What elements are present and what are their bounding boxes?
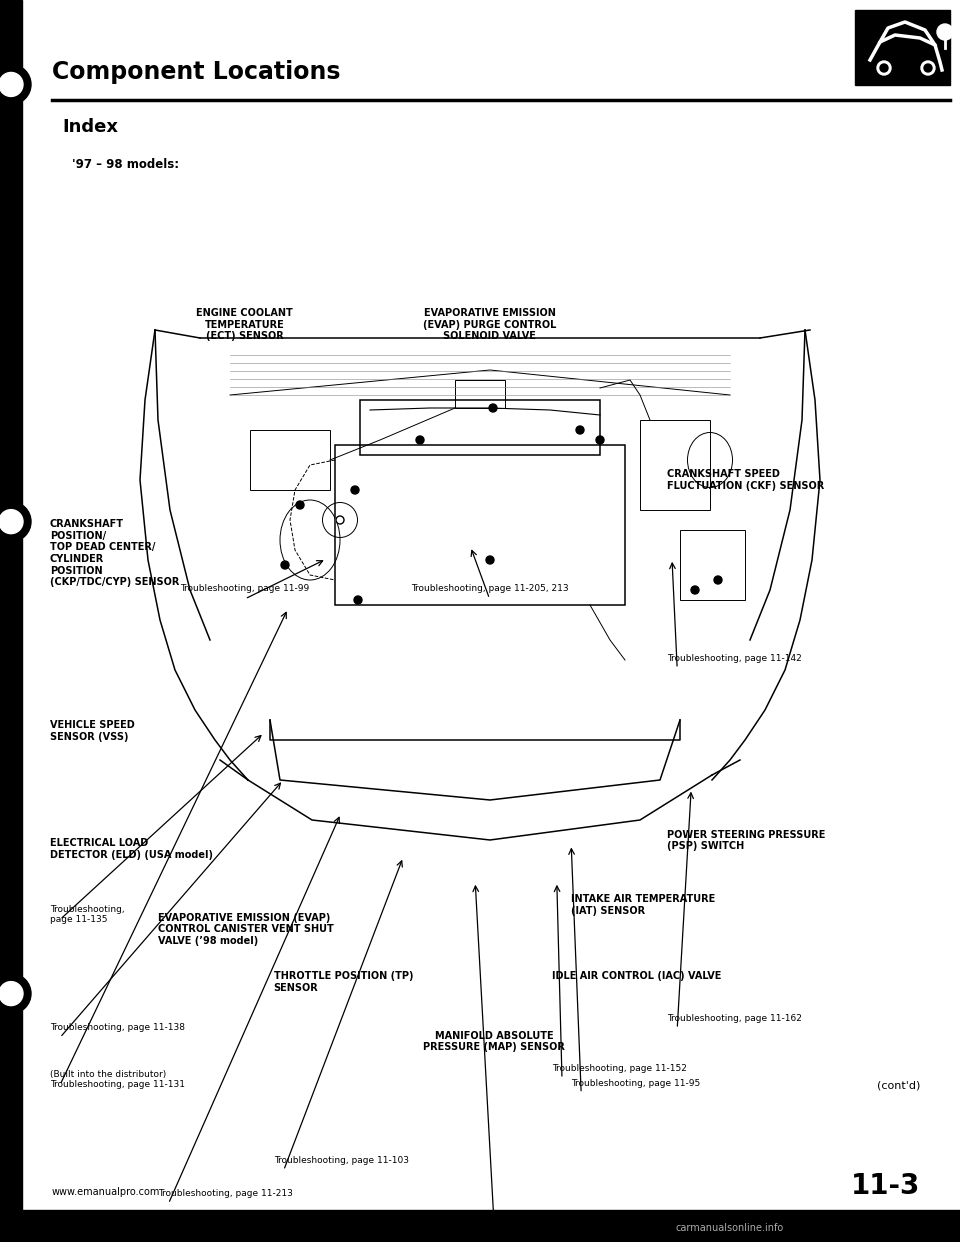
Bar bbox=[360, 400, 600, 455]
Circle shape bbox=[691, 586, 699, 594]
Bar bbox=[640, 420, 710, 510]
Bar bbox=[455, 380, 505, 409]
Bar bbox=[335, 445, 625, 605]
Circle shape bbox=[0, 974, 31, 1013]
Circle shape bbox=[924, 65, 932, 72]
Circle shape bbox=[714, 576, 722, 584]
Circle shape bbox=[489, 404, 497, 412]
Circle shape bbox=[877, 61, 891, 75]
Text: Troubleshooting, page 11-162: Troubleshooting, page 11-162 bbox=[667, 1013, 802, 1023]
Circle shape bbox=[0, 65, 31, 104]
Text: CRANKSHAFT
POSITION/
TOP DEAD CENTER/
CYLINDER
POSITION
(CKP/TDC/CYP) SENSOR: CRANKSHAFT POSITION/ TOP DEAD CENTER/ CY… bbox=[50, 519, 180, 587]
Text: VEHICLE SPEED
SENSOR (VSS): VEHICLE SPEED SENSOR (VSS) bbox=[50, 720, 134, 741]
Text: POWER STEERING PRESSURE
(PSP) SWITCH: POWER STEERING PRESSURE (PSP) SWITCH bbox=[667, 830, 826, 851]
Text: (cont'd): (cont'd) bbox=[876, 1081, 920, 1090]
Text: EVAPORATIVE EMISSION
(EVAP) PURGE CONTROL
SOLENOID VALVE: EVAPORATIVE EMISSION (EVAP) PURGE CONTRO… bbox=[423, 308, 556, 342]
Text: Troubleshooting, page 11-95: Troubleshooting, page 11-95 bbox=[571, 1078, 701, 1088]
Text: Index: Index bbox=[62, 118, 118, 137]
Circle shape bbox=[486, 556, 494, 564]
Circle shape bbox=[880, 65, 888, 72]
Text: Component Locations: Component Locations bbox=[52, 60, 341, 84]
Text: Troubleshooting, page 11-103: Troubleshooting, page 11-103 bbox=[274, 1155, 409, 1165]
Text: Troubleshooting, page 11-99: Troubleshooting, page 11-99 bbox=[180, 584, 309, 592]
Circle shape bbox=[0, 981, 23, 1006]
Text: Troubleshooting, page 11-205, 213: Troubleshooting, page 11-205, 213 bbox=[411, 584, 568, 592]
Text: INTAKE AIR TEMPERATURE
(IAT) SENSOR: INTAKE AIR TEMPERATURE (IAT) SENSOR bbox=[571, 894, 715, 915]
Bar bbox=[0, 0, 22, 1242]
Text: Troubleshooting, page 11-213: Troubleshooting, page 11-213 bbox=[158, 1189, 293, 1197]
Text: Troubleshooting, page 11-152: Troubleshooting, page 11-152 bbox=[552, 1064, 686, 1073]
Circle shape bbox=[296, 501, 304, 509]
Text: carmanualsonline.info: carmanualsonline.info bbox=[676, 1223, 784, 1233]
Circle shape bbox=[0, 509, 23, 534]
Circle shape bbox=[354, 596, 362, 604]
Circle shape bbox=[937, 24, 953, 40]
Circle shape bbox=[336, 515, 344, 524]
Bar bbox=[855, 10, 950, 84]
Text: ELECTRICAL LOAD
DETECTOR (ELD) (USA model): ELECTRICAL LOAD DETECTOR (ELD) (USA mode… bbox=[50, 838, 213, 859]
Text: Troubleshooting, page 11-138: Troubleshooting, page 11-138 bbox=[50, 1022, 185, 1032]
Text: THROTTLE POSITION (TP)
SENSOR: THROTTLE POSITION (TP) SENSOR bbox=[274, 971, 413, 992]
Circle shape bbox=[0, 502, 31, 542]
Circle shape bbox=[921, 61, 935, 75]
Circle shape bbox=[0, 72, 23, 97]
Text: (Built into the distributor)
Troubleshooting, page 11-131: (Built into the distributor) Troubleshoo… bbox=[50, 1071, 185, 1089]
Circle shape bbox=[281, 561, 289, 569]
Text: Troubleshooting, page 11-142: Troubleshooting, page 11-142 bbox=[667, 653, 802, 663]
Text: '97 – 98 models:: '97 – 98 models: bbox=[72, 158, 180, 171]
Circle shape bbox=[351, 486, 359, 494]
Text: Troubleshooting,
page 11-135: Troubleshooting, page 11-135 bbox=[50, 904, 125, 924]
Text: CRANKSHAFT SPEED
FLUCTUATION (CKF) SENSOR: CRANKSHAFT SPEED FLUCTUATION (CKF) SENSO… bbox=[667, 469, 825, 491]
Bar bbox=[0, 1210, 960, 1242]
Text: MANIFOLD ABSOLUTE
PRESSURE (MAP) SENSOR: MANIFOLD ABSOLUTE PRESSURE (MAP) SENSOR bbox=[423, 1031, 565, 1052]
Bar bbox=[250, 430, 330, 491]
Bar bbox=[680, 530, 745, 600]
Circle shape bbox=[596, 436, 604, 443]
Circle shape bbox=[576, 426, 584, 433]
Text: 11-3: 11-3 bbox=[851, 1172, 920, 1200]
Text: ENGINE COOLANT
TEMPERATURE
(ECT) SENSOR: ENGINE COOLANT TEMPERATURE (ECT) SENSOR bbox=[197, 308, 293, 342]
Circle shape bbox=[416, 436, 424, 443]
Text: www.emanualpro.com: www.emanualpro.com bbox=[52, 1187, 160, 1197]
Text: Troubleshooting, page 11-90: Troubleshooting, page 11-90 bbox=[430, 1215, 559, 1225]
Text: EVAPORATIVE EMISSION (EVAP)
CONTROL CANISTER VENT SHUT
VALVE (’98 model): EVAPORATIVE EMISSION (EVAP) CONTROL CANI… bbox=[158, 913, 334, 946]
Text: IDLE AIR CONTROL (IAC) VALVE: IDLE AIR CONTROL (IAC) VALVE bbox=[552, 971, 721, 981]
